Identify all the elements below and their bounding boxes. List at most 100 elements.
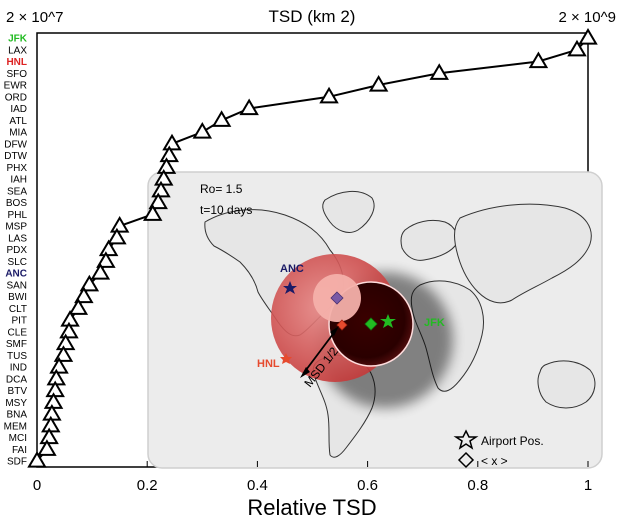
chart-title: TSD (km 2)	[269, 7, 356, 26]
y-category-label-dfw: DFW	[4, 139, 27, 150]
y-category-label-jfk: JFK	[8, 34, 28, 45]
triangle-marker-iah	[153, 169, 174, 186]
triangle-marker-sdf	[27, 451, 47, 468]
y-category-label-smf: SMF	[6, 339, 27, 350]
legend-diamond-icon	[457, 451, 475, 469]
y-category-label-slc: SLC	[8, 257, 27, 268]
y-category-label-iah: IAH	[10, 175, 27, 186]
inset-param-time: t=10 days	[200, 203, 252, 217]
inset-airport-anc: ANC	[280, 263, 304, 275]
asia-shape	[454, 203, 592, 304]
triangle-marker-iad	[239, 98, 259, 116]
triangle-marker-dtw	[159, 145, 179, 163]
triangle-marker-sea	[151, 180, 171, 198]
hnl-star-marker	[280, 353, 292, 364]
x-tick-label: 0.2	[137, 477, 158, 494]
y-category-label-mia: MIA	[9, 128, 27, 139]
triangle-marker-slc	[96, 251, 116, 268]
inset-airport-jfk: JFK	[424, 317, 445, 329]
y-category-label-anc: ANC	[5, 269, 27, 280]
triangle-marker-sfo	[429, 63, 449, 80]
y-category-label-dca: DCA	[6, 374, 27, 385]
y-category-label-dtw: DTW	[4, 151, 27, 162]
y-category-label-mci: MCI	[9, 433, 27, 444]
y-category-label-fai: FAI	[12, 445, 27, 456]
anc-diamond-marker	[330, 291, 344, 305]
triangle-marker-phl	[142, 204, 163, 221]
europe-shape	[400, 219, 458, 261]
world-map-inset: Ro= 1.5 t=10 days ANC HNL JFK MSD 1/2 Ai…	[147, 171, 603, 469]
y-category-label-lax: LAX	[8, 45, 27, 56]
triangle-marker-san	[79, 274, 100, 292]
msd-arrow-head-end	[330, 326, 339, 336]
x-axis-ticks: 0 0.2 0.4 0.6 0.8 1	[33, 461, 592, 494]
triangle-marker-ind	[49, 357, 69, 374]
jfk-star-marker	[380, 314, 396, 328]
triangle-marker-dfw	[162, 133, 182, 151]
legend-mean-position-label: < x >	[481, 454, 508, 468]
triangle-marker-hnl	[528, 51, 549, 69]
y-category-label-phl: PHL	[8, 210, 28, 221]
y-category-label-clt: CLT	[9, 304, 27, 315]
triangle-marker-lax	[567, 39, 587, 57]
x-tick-label: 0	[33, 477, 41, 494]
triangle-marker-las	[107, 227, 127, 245]
legend-star-icon	[453, 429, 479, 450]
y-category-label-cle: CLE	[8, 327, 28, 338]
triangle-marker-cle	[59, 321, 79, 339]
y-category-label-sfo: SFO	[6, 69, 27, 80]
y-category-label-bwi: BWI	[8, 292, 27, 303]
triangle-marker-msp	[109, 216, 130, 233]
triangle-marker-fai	[37, 439, 57, 456]
y-axis-category-labels: JFKLAXHNLSFOEWRORDIADATLMIADFWDTWPHXIAHS…	[4, 34, 28, 468]
triangle-marker-atl	[211, 110, 232, 127]
triangle-marker-ord	[319, 86, 339, 104]
y-category-label-sea: SEA	[7, 186, 27, 197]
y-category-label-las: LAS	[8, 233, 27, 244]
greenland-shape	[322, 191, 375, 233]
australia-shape	[537, 360, 596, 409]
legend-airport-pos-label: Airport Pos.	[481, 434, 544, 448]
y-category-label-phx: PHX	[6, 163, 27, 174]
jfk-diamond-marker	[364, 317, 378, 331]
msd-arrow-head-start	[300, 367, 310, 378]
triangle-marker-jfk	[578, 28, 598, 45]
inset-param-ro: Ro= 1.5	[200, 182, 243, 196]
triangle-marker-anc	[90, 263, 111, 280]
y-category-label-btv: BTV	[8, 386, 28, 397]
y-category-label-san: SAN	[6, 280, 27, 291]
top-right-scale-label: 2 × 10^9	[558, 9, 616, 26]
y-category-label-atl: ATL	[9, 116, 27, 127]
triangle-marker-ewr	[368, 75, 389, 92]
y-category-label-bos: BOS	[6, 198, 27, 209]
x-axis-label: Relative TSD	[247, 495, 376, 520]
x-tick-label: 1	[584, 477, 592, 494]
y-category-label-sdf: SDF	[7, 457, 27, 468]
y-category-label-mem: MEM	[4, 421, 27, 432]
triangle-marker-bos	[148, 192, 168, 210]
y-category-label-iad: IAD	[10, 104, 27, 115]
triangle-marker-tus	[53, 345, 74, 362]
triangle-marker-mia	[192, 122, 213, 139]
y-category-label-hnl: HNL	[6, 57, 27, 68]
y-category-label-ewr: EWR	[4, 81, 27, 92]
y-category-label-msp: MSP	[5, 222, 27, 233]
y-category-label-pdx: PDX	[6, 245, 27, 256]
triangle-marker-phx	[156, 157, 177, 174]
x-tick-label: 0.4	[247, 477, 268, 494]
triangle-marker-pdx	[98, 239, 119, 257]
top-left-scale-label: 2 × 10^7	[6, 9, 64, 26]
x-tick-label: 0.6	[357, 477, 378, 494]
inset-airport-hnl: HNL	[257, 358, 280, 370]
msd-arrow	[302, 329, 337, 375]
anc-star-marker	[283, 281, 297, 294]
y-category-label-msy: MSY	[5, 398, 27, 409]
triangle-marker-clt	[68, 298, 89, 315]
data-series	[27, 28, 598, 468]
y-category-label-tus: TUS	[7, 351, 27, 362]
hnl-diamond-marker	[336, 319, 348, 331]
triangle-marker-bwi	[74, 286, 94, 304]
x-tick-label: 0.8	[467, 477, 488, 494]
y-category-label-pit: PIT	[11, 316, 27, 327]
